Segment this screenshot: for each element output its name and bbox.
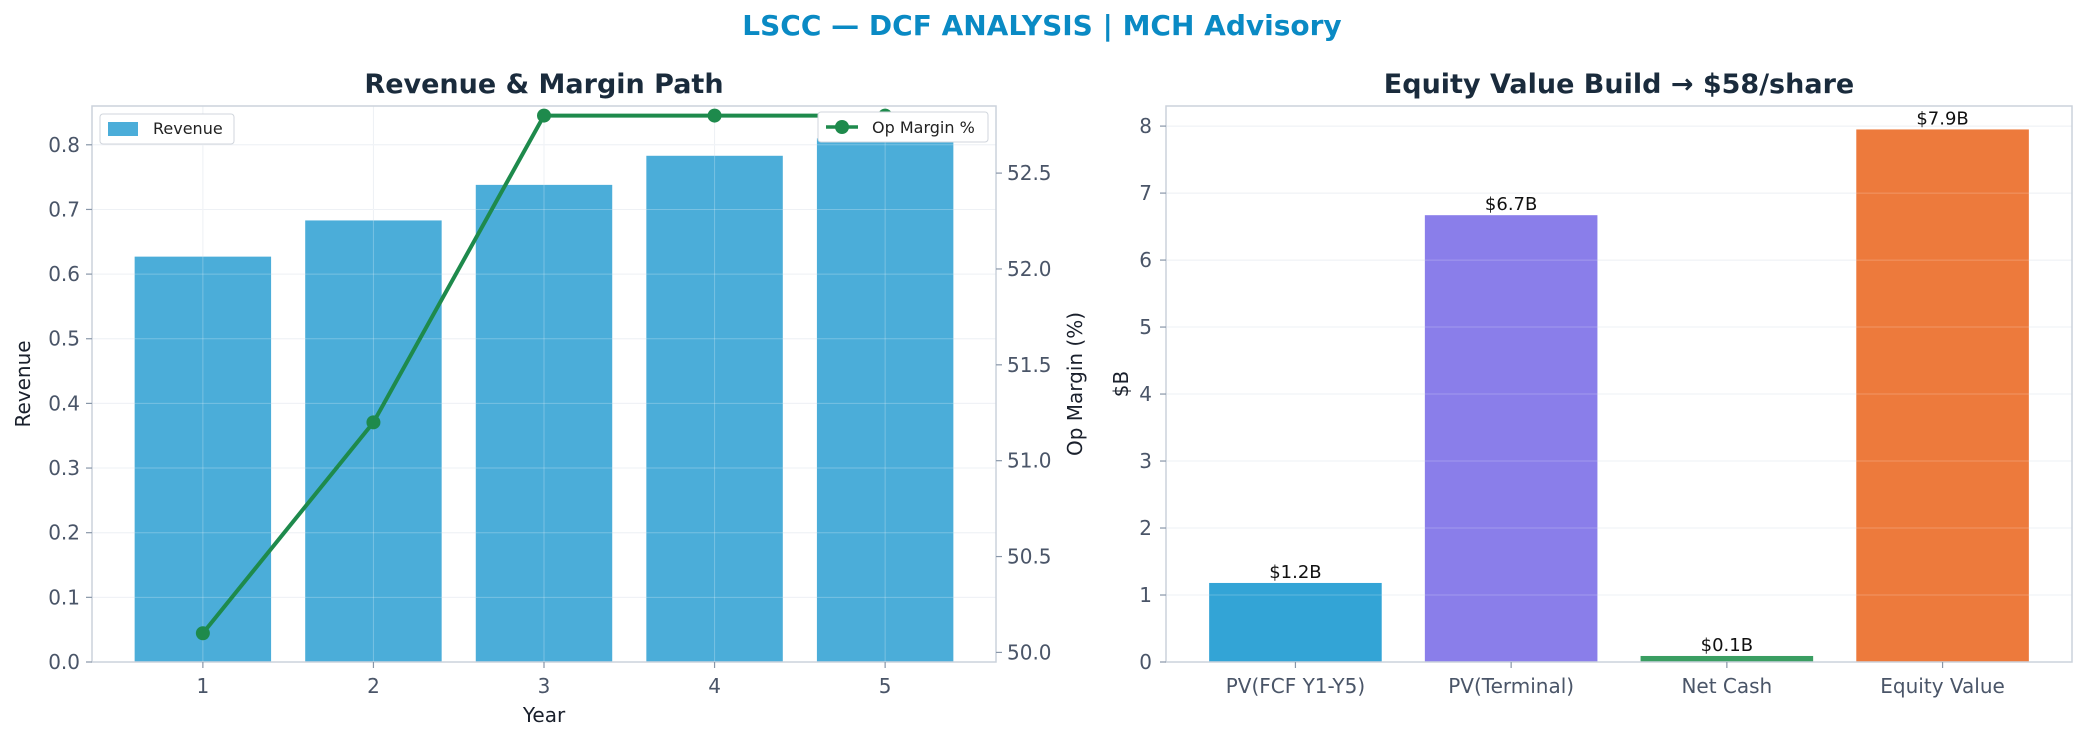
revenue-y-tick-label: 0.7	[48, 197, 80, 221]
revenue-y-tick-label: 0.6	[48, 262, 80, 286]
equity-y-tick-label: 3	[1139, 449, 1152, 473]
revenue-bar	[816, 138, 954, 663]
revenue-y-tick-label: 0.5	[48, 327, 80, 351]
equity-data-label: $1.2B	[1269, 562, 1321, 583]
revenue-bar	[475, 184, 613, 662]
revenue-chart-title: Revenue & Margin Path	[364, 69, 723, 100]
margin-y2-tick-label: 51.0	[1007, 449, 1052, 473]
equity-x-tick-label: PV(FCF Y1-Y5)	[1226, 674, 1365, 698]
equity-y-tick-label: 0	[1139, 650, 1152, 674]
revenue-y-tick-label: 0.8	[48, 133, 80, 157]
margin-y2-axis-label: Op Margin (%)	[1063, 312, 1087, 456]
equity-plot-frame	[1165, 105, 2073, 663]
revenue-x-tick-label: 5	[879, 674, 892, 698]
equity-y-tick-label: 7	[1139, 181, 1152, 205]
margin-point	[366, 415, 381, 430]
revenue-y-axis-label: Revenue	[11, 340, 35, 427]
revenue-x-axis-label: Year	[522, 703, 566, 727]
margin-point	[195, 626, 210, 641]
equity-x-tick-label: Net Cash	[1681, 674, 1772, 698]
margin-y2-tick-label: 52.5	[1007, 161, 1052, 185]
revenue-x-tick-label: 3	[538, 674, 551, 698]
equity-x-tick-label: PV(Terminal)	[1448, 674, 1574, 698]
equity-bar	[1424, 215, 1598, 662]
revenue-bar	[646, 155, 783, 662]
equity-x-tick-label: Equity Value	[1880, 674, 2005, 698]
equity-y-tick-label: 4	[1139, 382, 1152, 406]
equity-data-label: $0.1B	[1701, 635, 1753, 656]
revenue-y-tick-label: 0.1	[48, 585, 80, 609]
revenue-y-tick-label: 0.3	[48, 456, 80, 480]
equity-y-axis-label: $B	[1109, 371, 1133, 397]
equity-y-tick-label: 2	[1139, 516, 1152, 540]
revenue-bar	[305, 220, 442, 662]
margin-y2-tick-label: 50.5	[1007, 545, 1052, 569]
margin-legend-label: Op Margin %	[872, 118, 975, 137]
figure-suptitle: LSCC — DCF ANALYSIS | MCH Advisory	[742, 9, 1341, 42]
equity-bar	[1209, 582, 1382, 662]
revenue-legend-swatch	[108, 122, 138, 136]
equity-data-label: $7.9B	[1916, 108, 1968, 129]
revenue-legend-label: Revenue	[153, 119, 223, 138]
margin-y2-tick-label: 50.0	[1007, 640, 1052, 664]
revenue-legend: Revenue	[99, 113, 235, 145]
equity-chart-title: Equity Value Build → $58/share	[1384, 69, 1854, 100]
equity-bar	[1856, 129, 2029, 662]
revenue-y-tick-label: 0.0	[48, 650, 80, 674]
margin-y2-tick-label: 52.0	[1007, 257, 1052, 281]
margin-legend: Op Margin %	[817, 111, 989, 143]
revenue-x-tick-label: 4	[708, 674, 721, 698]
revenue-y-tick-label: 0.4	[48, 391, 80, 415]
equity-y-tick-label: 6	[1139, 248, 1152, 272]
equity-y-tick-label: 1	[1139, 583, 1152, 607]
revenue-x-tick-label: 1	[197, 674, 210, 698]
revenue-x-tick-label: 2	[367, 674, 380, 698]
equity-data-label: $6.7B	[1485, 194, 1537, 215]
revenue-y-tick-label: 0.2	[48, 521, 80, 545]
equity-y-tick-label: 5	[1139, 315, 1152, 339]
equity-bar	[1640, 655, 1814, 662]
equity-y-tick-label: 8	[1139, 114, 1152, 138]
revenue-bar	[134, 256, 272, 662]
margin-y2-tick-label: 51.5	[1007, 353, 1052, 377]
margin-point	[537, 108, 551, 123]
margin-point	[707, 108, 722, 123]
